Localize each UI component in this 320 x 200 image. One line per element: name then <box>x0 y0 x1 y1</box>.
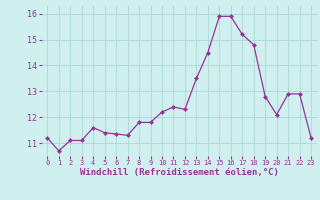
X-axis label: Windchill (Refroidissement éolien,°C): Windchill (Refroidissement éolien,°C) <box>80 168 279 177</box>
